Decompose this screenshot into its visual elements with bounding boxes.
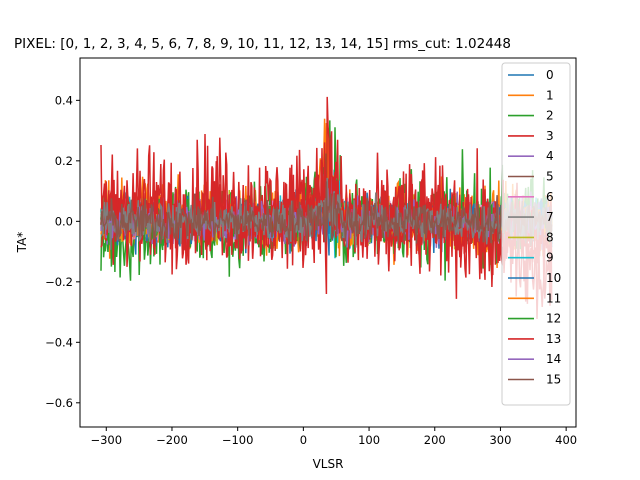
y-tick-label: −0.2 bbox=[45, 275, 73, 289]
legend-label: 12 bbox=[546, 312, 561, 326]
x-tick-label: 300 bbox=[489, 433, 511, 447]
y-axis: −0.6 −0.4 −0.2 0.0 0.2 0.4 bbox=[45, 93, 80, 410]
x-tick-label: −300 bbox=[90, 433, 122, 447]
legend-label: 3 bbox=[546, 129, 554, 143]
x-tick-label: 400 bbox=[555, 433, 577, 447]
legend-box bbox=[501, 62, 571, 406]
x-tick-label: 200 bbox=[424, 433, 446, 447]
legend-label: 8 bbox=[546, 230, 554, 244]
legend-label: 9 bbox=[546, 251, 554, 265]
legend-label: 5 bbox=[546, 170, 554, 184]
y-tick-label: 0.4 bbox=[55, 93, 73, 107]
x-axis: −300 −200 −100 0 100 200 300 400 bbox=[90, 427, 577, 447]
x-tick-label: −200 bbox=[156, 433, 188, 447]
y-tick-label: 0.0 bbox=[55, 214, 73, 228]
chart-title: PIXEL: [0, 1, 2, 3, 4, 5, 6, 7, 8, 9, 10… bbox=[14, 36, 511, 52]
legend-label: 6 bbox=[546, 190, 554, 204]
legend-label: 0 bbox=[546, 68, 554, 82]
series-layer bbox=[100, 96, 553, 320]
legend-label: 15 bbox=[546, 373, 561, 387]
y-tick-label: −0.6 bbox=[45, 396, 73, 410]
x-tick-label: 0 bbox=[300, 433, 307, 447]
legend-label: 1 bbox=[546, 88, 554, 102]
legend-label: 11 bbox=[546, 291, 561, 305]
y-axis-label: TA* bbox=[15, 232, 29, 254]
x-tick-label: −100 bbox=[222, 433, 254, 447]
legend-label: 2 bbox=[546, 109, 554, 123]
x-tick-label: 100 bbox=[358, 433, 380, 447]
legend-label: 14 bbox=[546, 352, 561, 366]
x-axis-label: VLSR bbox=[313, 457, 344, 471]
y-tick-label: 0.2 bbox=[55, 154, 73, 168]
legend-label: 4 bbox=[546, 149, 554, 163]
y-tick-label: −0.4 bbox=[45, 335, 73, 349]
plot-frame bbox=[79, 57, 577, 428]
legend-label: 10 bbox=[546, 271, 561, 285]
legend-label: 13 bbox=[546, 332, 561, 346]
legend-label: 7 bbox=[546, 210, 554, 224]
series-line-15 bbox=[100, 181, 553, 254]
